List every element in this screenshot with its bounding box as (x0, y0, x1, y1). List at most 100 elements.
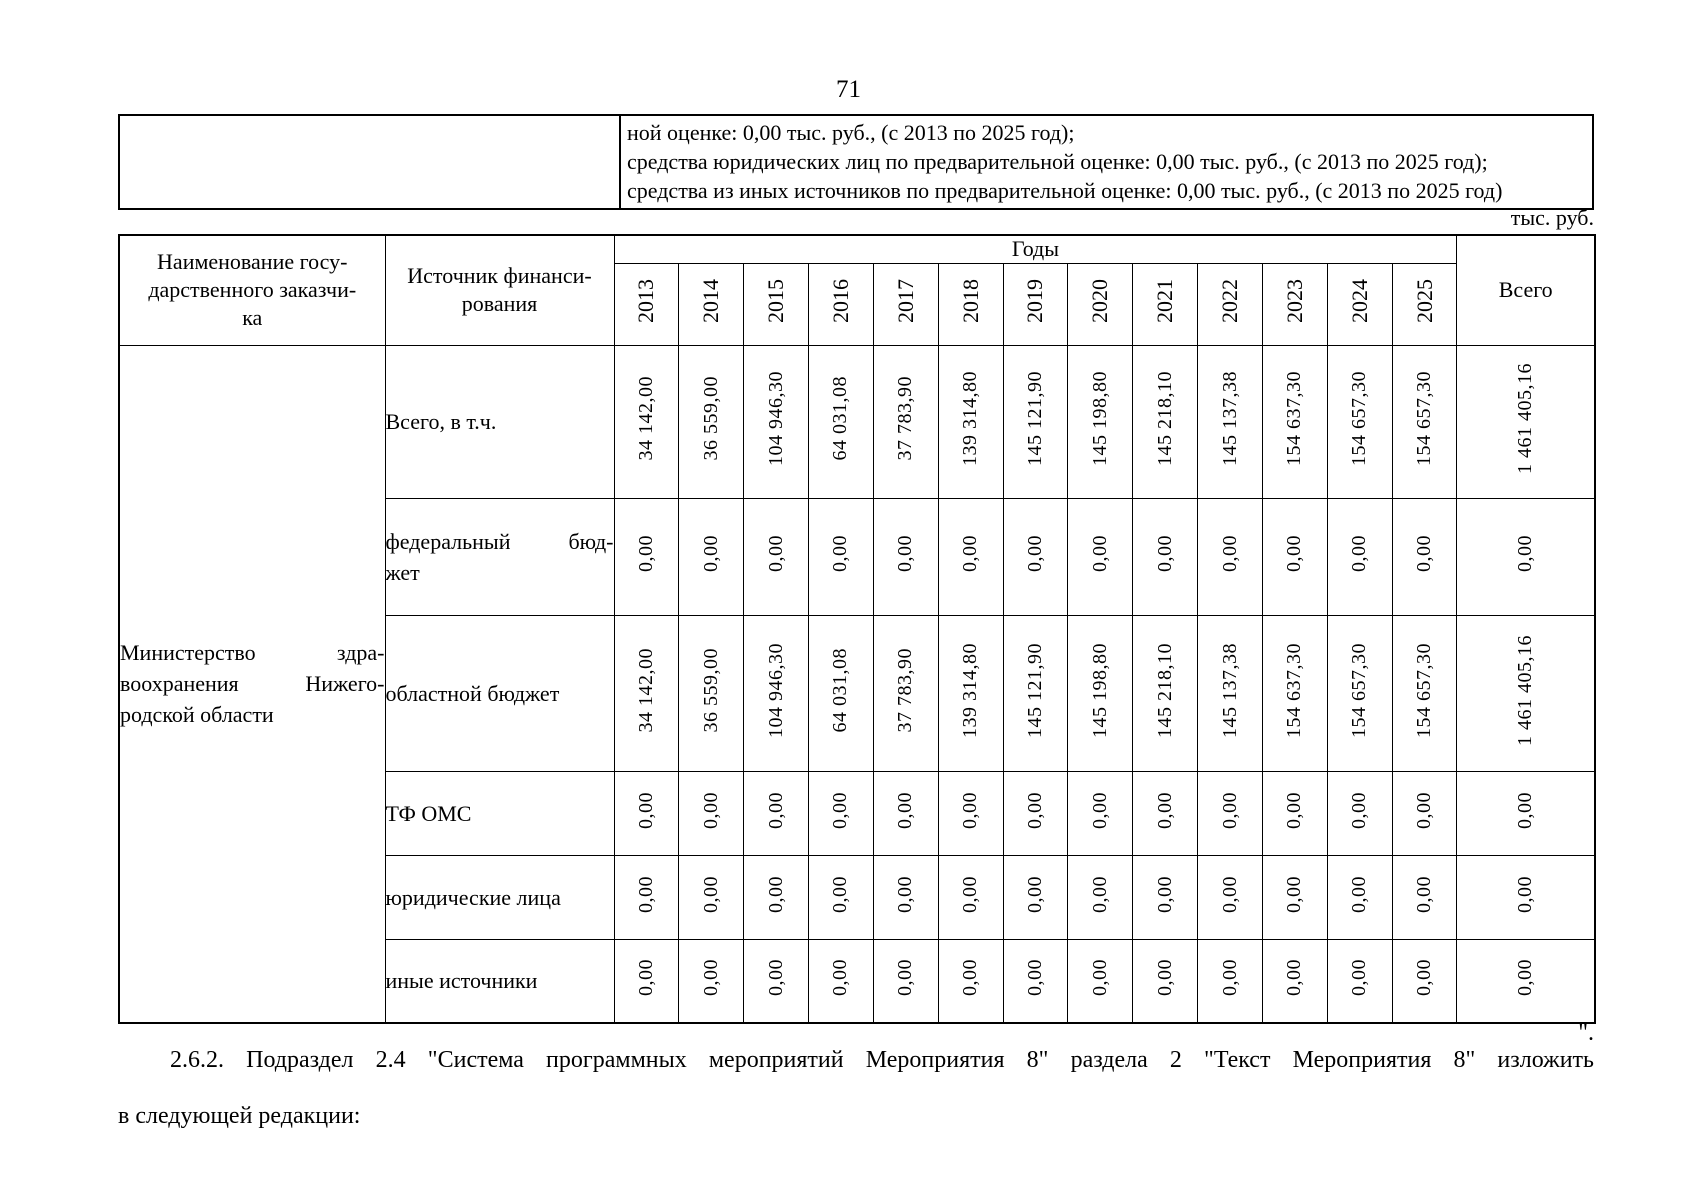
source-header-cell: Источник финанси- рования (384, 234, 615, 346)
value-2018: 0,00 (937, 854, 1004, 940)
value-2021: 0,00 (1132, 854, 1199, 940)
year-header-2021: 2021 (1132, 262, 1199, 346)
value-text: 0,00 (894, 959, 917, 997)
value-2024: 0,00 (1326, 938, 1393, 1024)
carryover-line: средства из иных источников по предварит… (627, 178, 1503, 203)
total-header-cell: Всего (1456, 234, 1596, 346)
funding-source-line: юридические лица (385, 884, 561, 910)
year-header-2025: 2025 (1391, 262, 1458, 346)
value-text: 0,00 (1413, 875, 1436, 913)
value-text: 145 218,10 (1153, 371, 1176, 466)
year-header-2023: 2023 (1261, 262, 1328, 346)
value-text: 104 946,30 (764, 371, 787, 466)
value-total: 0,00 (1456, 770, 1596, 856)
header-row-years-group: Наименование госу- дарственного заказчи-… (118, 234, 1596, 346)
value-2016: 0,00 (808, 938, 874, 1024)
year-header-2013: 2013 (613, 262, 680, 346)
value-total: 0,00 (1456, 854, 1596, 940)
carryover-line: ной оценке: 0,00 тыс. руб., (с 2013 по 2… (627, 120, 1075, 145)
funding-source-label: юридические лица (384, 854, 615, 940)
year-label: 2021 (1152, 279, 1178, 323)
value-text: 0,00 (1023, 875, 1046, 913)
value-2020: 0,00 (1067, 938, 1134, 1024)
value-text: 64 031,08 (829, 376, 852, 461)
funding-source-line: иные источники (385, 968, 538, 994)
value-2019: 0,00 (1002, 938, 1069, 1024)
funding-source-label: иные источники (384, 938, 615, 1024)
year-label: 2017 (892, 279, 918, 323)
value-2024: 0,00 (1326, 770, 1393, 856)
value-2024: 154 657,30 (1326, 614, 1393, 772)
value-text: 0,00 (1514, 535, 1537, 572)
value-text: 154 657,30 (1348, 642, 1371, 738)
carryover-line: средства юридических лиц по предваритель… (627, 149, 1488, 174)
value-text: 0,00 (1023, 959, 1046, 997)
value-2021: 145 218,10 (1132, 344, 1199, 499)
year-label: 2018 (957, 279, 983, 323)
value-2014: 0,00 (678, 497, 745, 616)
table-row: ТФ ОМС 0,00 0,00 0,00 0,00 0,00 0,00 0,00 0,00 0,… (119, 770, 1596, 856)
value-2014: 0,00 (678, 854, 745, 940)
value-2016: 64 031,08 (808, 344, 874, 499)
value-text: 0,00 (959, 791, 982, 829)
value-2019: 145 121,90 (1002, 614, 1069, 772)
value-total: 1 461 405,16 (1456, 614, 1596, 772)
year-label: 2023 (1281, 279, 1307, 323)
value-text: 154 637,30 (1283, 642, 1306, 738)
value-text: 0,00 (829, 959, 852, 997)
value-2019: 0,00 (1002, 497, 1069, 616)
value-text: 0,00 (634, 959, 657, 997)
table-row: областной бюджет 34 142,00 36 559,00 104 94… (119, 614, 1596, 772)
value-2020: 145 198,80 (1067, 614, 1134, 772)
value-text: 36 559,00 (699, 647, 722, 733)
value-text: 0,00 (1348, 959, 1371, 997)
value-2013: 0,00 (613, 854, 680, 940)
year-header-2022: 2022 (1197, 262, 1263, 346)
value-text: 0,00 (764, 791, 787, 829)
value-2015: 0,00 (743, 770, 810, 856)
value-total: 0,00 (1456, 938, 1596, 1024)
year-header-2015: 2015 (743, 262, 810, 346)
value-text: 0,00 (1283, 791, 1306, 829)
year-label: 2015 (763, 279, 789, 323)
year-header-2019: 2019 (1002, 262, 1069, 346)
value-text: 0,00 (1514, 791, 1537, 829)
value-2021: 0,00 (1132, 938, 1199, 1024)
customer-name-line: воохранения Нижего- (120, 671, 385, 697)
value-text: 0,00 (1348, 875, 1371, 913)
customer-header-cell: Наименование госу- дарственного заказчи-… (118, 234, 386, 346)
year-header-2017: 2017 (872, 262, 939, 346)
value-2013: 34 142,00 (613, 614, 680, 772)
value-text: 36 559,00 (699, 376, 722, 461)
value-2023: 0,00 (1261, 497, 1328, 616)
funding-source-line: жет (385, 559, 420, 585)
year-label: 2016 (827, 279, 853, 323)
year-header-2024: 2024 (1326, 262, 1393, 346)
value-2024: 0,00 (1326, 497, 1393, 616)
value-text: 0,00 (1153, 875, 1176, 913)
value-2025: 0,00 (1391, 497, 1458, 616)
value-2017: 0,00 (872, 770, 939, 856)
value-2022: 0,00 (1197, 770, 1263, 856)
value-2022: 0,00 (1197, 938, 1263, 1024)
paragraph-line: в следующей редакции: (118, 1103, 361, 1129)
value-text: 0,00 (764, 959, 787, 997)
value-2015: 0,00 (743, 497, 810, 616)
funding-source-label: Всего, в т.ч. (384, 344, 615, 499)
value-text: 1 461 405,16 (1514, 363, 1537, 474)
source-header-line: рования (461, 291, 538, 317)
value-2022: 145 137,38 (1197, 344, 1263, 499)
value-2021: 145 218,10 (1132, 614, 1199, 772)
value-2025: 154 657,30 (1391, 344, 1458, 499)
value-2013: 0,00 (613, 938, 680, 1024)
value-2019: 0,00 (1002, 854, 1069, 940)
value-text: 0,00 (1348, 535, 1371, 572)
years-group-header: Годы (613, 234, 1458, 264)
funding-source-label: федеральный бюд-жет (384, 497, 615, 616)
value-2025: 0,00 (1391, 938, 1458, 1024)
value-text: 1 461 405,16 (1514, 634, 1537, 746)
value-2015: 0,00 (743, 854, 810, 940)
table-row: иные источники 0,00 0,00 0,00 0,00 0,00 0,00 0,… (119, 938, 1596, 1024)
value-2014: 0,00 (678, 770, 745, 856)
year-header-2020: 2020 (1067, 262, 1134, 346)
